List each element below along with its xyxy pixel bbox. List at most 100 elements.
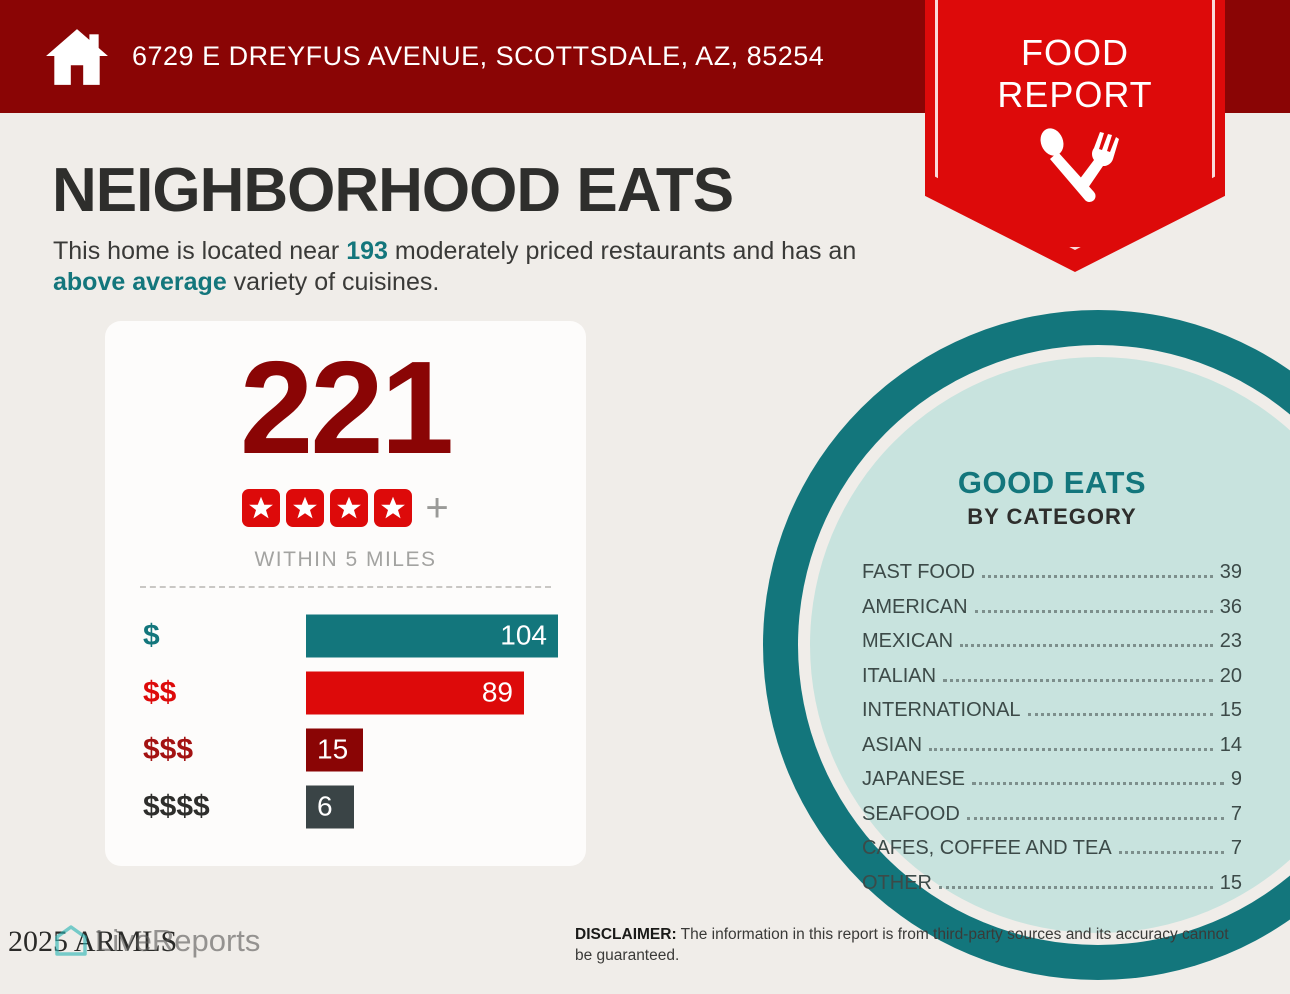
good-eats-title: GOOD EATS (957, 465, 1147, 500)
star-icon (374, 489, 413, 527)
badge-title-line1: FOOD (1021, 32, 1129, 73)
bar-value-tier-1: 104 (500, 619, 547, 651)
leader-dots (1118, 851, 1224, 854)
category-name: CAFES, COFFEE AND TEA (862, 837, 1112, 859)
leader-dots (981, 575, 1213, 578)
star-icon (286, 489, 325, 527)
disclaimer-label: DISCLAIMER: (575, 926, 677, 943)
good-eats-list: FAST FOOD 39 AMERICAN 36 MEXICAN 23 ITALIAN… (862, 561, 1242, 906)
food-report-badge: FOOD REPORT (925, 0, 1225, 272)
subtitle-variety-rating: above average (53, 268, 227, 296)
category-name: AMERICAN (862, 595, 968, 618)
category-name: INTERNATIONAL (862, 699, 1021, 721)
page-title: NEIGHBORHOOD EATS (52, 156, 734, 225)
list-item: INTERNATIONAL 15 (862, 699, 1242, 734)
price-tier-bar-chart: $ 104 $$ 89 $$$ 15 $$$$ 6 (105, 607, 586, 835)
bar-tier-2: 89 (306, 671, 524, 714)
category-value: 39 (1219, 561, 1242, 583)
stat-card: 221 + WITHIN 5 MILES $ 104 $$ 89 (105, 321, 586, 866)
bar-value-tier-3: 15 (317, 733, 349, 765)
category-name: ITALIAN (862, 664, 937, 687)
list-item: SEAFOOD 7 (862, 803, 1242, 838)
teal-circle-graphic (640, 300, 1290, 989)
category-value: 20 (1219, 664, 1242, 687)
list-item: AMERICAN 36 (862, 596, 1242, 631)
star-icon (330, 489, 369, 527)
subtitle-restaurant-count: 193 (346, 237, 388, 265)
list-item: CAFES, COFFEE AND TEA 7 (862, 837, 1242, 872)
restaurant-total-count: 221 (239, 334, 454, 481)
card-divider (140, 586, 551, 588)
list-item: FAST FOOD 39 (862, 561, 1242, 596)
bar-row: $$$$ 6 (105, 778, 586, 835)
leader-dots (972, 782, 1224, 785)
subtitle-text-1: This home is located near (53, 237, 347, 265)
bar-row: $$$ 15 (105, 721, 586, 778)
category-value: 23 (1219, 630, 1242, 652)
spoon-fork-icon (1040, 128, 1119, 203)
leader-dots (1027, 713, 1213, 716)
leader-dots (960, 644, 1213, 647)
armls-watermark: 2025 ARMLS (8, 925, 178, 958)
house-outline-icon (55, 925, 87, 956)
category-value: 7 (1230, 837, 1242, 859)
badge-title: FOOD REPORT (925, 32, 1225, 116)
list-item: OTHER 15 (862, 872, 1242, 907)
teal-rings-svg (763, 310, 1290, 980)
livereports-watermark: LiveReports (52, 922, 260, 960)
bar-label-tier-2: $$ (143, 675, 177, 709)
leader-dots (966, 816, 1224, 820)
bar-tier-3: 15 (306, 728, 363, 771)
bar-label-tier-3: $$$ (143, 732, 194, 766)
radius-label: WITHIN 5 MILES (254, 548, 437, 571)
leader-dots (943, 678, 1213, 682)
bar-row: $$ 89 (105, 664, 586, 721)
bar-tier-1: 104 (306, 614, 558, 657)
badge-inner-border (935, 0, 1215, 250)
category-name: FAST FOOD (862, 561, 975, 583)
star-rating: + (105, 486, 586, 530)
bar-tier-4: 6 (306, 785, 354, 828)
category-name: ASIAN (862, 733, 923, 756)
good-eats-subtitle: BY CATEGORY (967, 504, 1137, 529)
subtitle-text-2: moderately priced restaurants and has an (387, 237, 857, 265)
bar-label-tier-1: $ (143, 618, 160, 652)
bar-value-tier-2: 89 (481, 676, 513, 708)
page-subtitle: This home is located near 193 moderately… (53, 236, 913, 298)
category-value: 15 (1219, 871, 1242, 894)
subtitle-text-3: variety of cuisines. (226, 268, 440, 296)
star-glyph (249, 496, 274, 519)
leader-dots (974, 609, 1213, 613)
list-item: ASIAN 14 (862, 734, 1242, 769)
leader-dots (929, 747, 1213, 751)
home-icon (46, 28, 108, 85)
badge-title-line2: REPORT (997, 74, 1153, 115)
category-name: OTHER (862, 871, 932, 894)
star-glyph (293, 496, 318, 519)
category-value: 36 (1219, 595, 1242, 618)
leader-dots (939, 885, 1213, 889)
star-glyph (381, 496, 406, 519)
bar-label-tier-4: $$$$ (143, 789, 210, 823)
category-value: 14 (1219, 733, 1242, 756)
category-value: 15 (1219, 699, 1242, 721)
category-name: MEXICAN (862, 630, 954, 652)
list-item: ITALIAN 20 (862, 665, 1242, 700)
category-value: 9 (1230, 768, 1242, 790)
bar-value-tier-4: 6 (317, 790, 333, 822)
list-item: JAPANESE 9 (862, 768, 1242, 803)
star-glyph (337, 496, 362, 519)
category-name: JAPANESE (862, 768, 965, 790)
disclaimer-text: The information in this report is from t… (575, 926, 1229, 964)
livereports-label: LiveReports (95, 923, 261, 958)
bar-row: $ 104 (105, 607, 586, 664)
star-icon (242, 489, 281, 527)
list-item: MEXICAN 23 (862, 630, 1242, 665)
header-bar: 6729 E DREYFUS AVENUE, SCOTTSDALE, AZ, 8… (0, 0, 1290, 113)
disclaimer: DISCLAIMER: The information in this repo… (575, 924, 1240, 966)
category-name: SEAFOOD (862, 802, 960, 825)
good-eats-panel: GOOD EATS BY CATEGORY FAST FOOD 39 AMERIC… (862, 465, 1242, 906)
plus-icon: + (425, 486, 449, 530)
property-address: 6729 E DREYFUS AVENUE, SCOTTSDALE, AZ, 8… (132, 41, 825, 71)
category-value: 7 (1230, 802, 1242, 825)
